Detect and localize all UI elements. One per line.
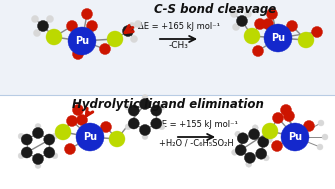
Circle shape xyxy=(249,129,260,140)
Circle shape xyxy=(107,31,123,47)
Circle shape xyxy=(298,32,314,48)
Text: -CH₃: -CH₃ xyxy=(169,41,188,50)
Text: Pu: Pu xyxy=(288,132,302,142)
Circle shape xyxy=(76,115,87,125)
Circle shape xyxy=(32,128,44,139)
Circle shape xyxy=(267,9,277,19)
Circle shape xyxy=(128,118,139,129)
Text: ΔE = +165 kJ mol⁻¹: ΔE = +165 kJ mol⁻¹ xyxy=(137,22,219,31)
Circle shape xyxy=(255,19,266,29)
Circle shape xyxy=(131,36,137,43)
Circle shape xyxy=(264,24,292,52)
Text: C-S bond cleavage: C-S bond cleavage xyxy=(154,3,276,16)
Circle shape xyxy=(44,134,55,145)
Circle shape xyxy=(318,120,324,126)
Circle shape xyxy=(281,123,309,151)
Circle shape xyxy=(35,123,41,129)
Circle shape xyxy=(47,15,54,22)
Circle shape xyxy=(100,122,112,132)
Circle shape xyxy=(128,105,139,116)
Circle shape xyxy=(252,125,258,131)
Circle shape xyxy=(21,147,32,158)
Circle shape xyxy=(159,104,165,110)
Circle shape xyxy=(232,23,240,30)
Circle shape xyxy=(32,153,44,164)
Circle shape xyxy=(18,133,24,139)
Circle shape xyxy=(34,29,41,36)
Circle shape xyxy=(244,28,260,44)
Circle shape xyxy=(44,147,55,158)
Circle shape xyxy=(139,98,150,109)
Circle shape xyxy=(129,22,135,29)
Circle shape xyxy=(271,140,282,152)
Circle shape xyxy=(81,9,92,19)
Circle shape xyxy=(263,19,273,29)
Circle shape xyxy=(237,15,248,26)
Circle shape xyxy=(21,134,32,145)
Circle shape xyxy=(72,49,83,60)
Circle shape xyxy=(235,145,246,156)
Circle shape xyxy=(263,155,269,161)
Circle shape xyxy=(35,163,41,169)
Circle shape xyxy=(266,137,272,143)
Circle shape xyxy=(125,124,131,130)
Circle shape xyxy=(139,125,150,136)
Circle shape xyxy=(67,115,77,126)
Circle shape xyxy=(312,26,323,37)
Circle shape xyxy=(286,20,297,32)
Circle shape xyxy=(322,134,328,140)
FancyBboxPatch shape xyxy=(0,95,335,189)
Text: Pu: Pu xyxy=(75,36,89,46)
Circle shape xyxy=(304,121,315,132)
Circle shape xyxy=(86,20,97,32)
Circle shape xyxy=(46,29,62,45)
Circle shape xyxy=(67,20,77,32)
Circle shape xyxy=(317,144,323,150)
Circle shape xyxy=(151,105,162,116)
Circle shape xyxy=(245,11,252,18)
Circle shape xyxy=(76,123,104,151)
Circle shape xyxy=(99,43,111,54)
Circle shape xyxy=(245,152,255,163)
Circle shape xyxy=(231,149,238,155)
Circle shape xyxy=(246,161,252,167)
Circle shape xyxy=(68,27,96,55)
Circle shape xyxy=(253,46,264,57)
Circle shape xyxy=(256,148,267,159)
Text: Pu: Pu xyxy=(271,33,285,43)
Circle shape xyxy=(280,105,291,115)
Circle shape xyxy=(72,105,83,115)
Circle shape xyxy=(52,133,58,139)
Circle shape xyxy=(109,131,125,147)
Circle shape xyxy=(235,131,241,137)
Circle shape xyxy=(65,143,75,154)
Circle shape xyxy=(230,11,238,18)
Circle shape xyxy=(159,124,165,130)
Circle shape xyxy=(151,118,162,129)
Circle shape xyxy=(125,104,131,110)
Circle shape xyxy=(18,153,24,159)
Circle shape xyxy=(283,111,294,122)
Text: +H₂O / -C₆H₅SO₂H: +H₂O / -C₆H₅SO₂H xyxy=(159,139,234,148)
Circle shape xyxy=(134,20,141,28)
Circle shape xyxy=(258,136,269,147)
Text: Pu: Pu xyxy=(83,132,97,142)
Circle shape xyxy=(272,112,283,123)
Circle shape xyxy=(55,124,71,140)
Circle shape xyxy=(38,20,49,32)
Circle shape xyxy=(142,94,148,101)
Circle shape xyxy=(52,153,58,159)
Circle shape xyxy=(31,15,39,22)
Circle shape xyxy=(123,26,134,36)
Circle shape xyxy=(237,133,248,144)
Text: Hydrolytic ligand elimination: Hydrolytic ligand elimination xyxy=(72,98,264,111)
Circle shape xyxy=(262,123,278,139)
Circle shape xyxy=(142,133,148,139)
Text: ΔE = +155 kJ mol⁻¹: ΔE = +155 kJ mol⁻¹ xyxy=(155,120,238,129)
FancyBboxPatch shape xyxy=(0,0,335,95)
